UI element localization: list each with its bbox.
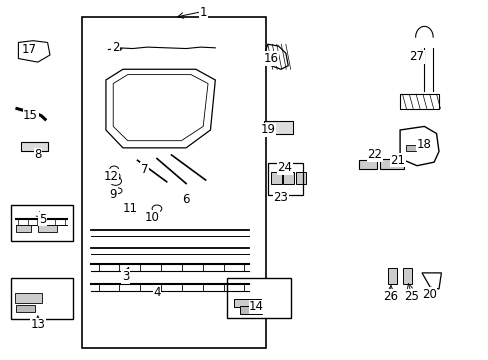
Text: 19: 19 [260, 123, 275, 136]
Bar [11, 278, 73, 319]
Text: 25: 25 [403, 289, 418, 303]
Bar [387, 267, 396, 284]
Text: 22: 22 [366, 148, 382, 162]
Text: 14: 14 [249, 300, 264, 313]
Text: 16: 16 [263, 52, 278, 65]
Text: 12: 12 [103, 170, 118, 183]
Text: 8: 8 [34, 148, 41, 162]
Text: 10: 10 [144, 211, 159, 224]
Bar [227, 278, 290, 318]
Bar [16, 305, 35, 312]
Bar [81, 18, 266, 348]
Text: 27: 27 [409, 50, 424, 63]
Bar [295, 172, 305, 184]
Bar [15, 293, 41, 303]
Text: 7: 7 [141, 163, 148, 176]
Bar [239, 306, 261, 314]
Text: 6: 6 [182, 193, 189, 206]
Bar [264, 121, 292, 134]
Text: 5: 5 [39, 213, 46, 226]
Text: 3: 3 [122, 270, 129, 283]
Text: 24: 24 [277, 161, 292, 174]
Bar [271, 172, 282, 184]
Bar [405, 145, 415, 152]
Bar [283, 172, 293, 184]
Bar [379, 159, 403, 169]
Text: 26: 26 [382, 289, 397, 303]
Bar [11, 205, 73, 241]
Bar [402, 267, 411, 284]
Bar [16, 225, 30, 232]
Text: 21: 21 [389, 154, 405, 167]
Text: 20: 20 [421, 288, 436, 301]
Text: 11: 11 [122, 202, 138, 215]
Bar [267, 163, 302, 195]
Text: 4: 4 [153, 286, 161, 299]
Bar [233, 299, 260, 307]
Bar [38, 225, 57, 232]
Text: 17: 17 [22, 43, 37, 56]
Bar [21, 143, 47, 152]
Text: 1: 1 [199, 6, 206, 19]
Text: 23: 23 [273, 192, 288, 204]
Text: 18: 18 [416, 138, 431, 151]
Text: 13: 13 [30, 318, 45, 331]
Text: 2: 2 [112, 41, 119, 54]
Bar [358, 160, 376, 169]
Text: 9: 9 [109, 188, 117, 201]
Bar [399, 94, 438, 109]
Text: 15: 15 [23, 109, 38, 122]
